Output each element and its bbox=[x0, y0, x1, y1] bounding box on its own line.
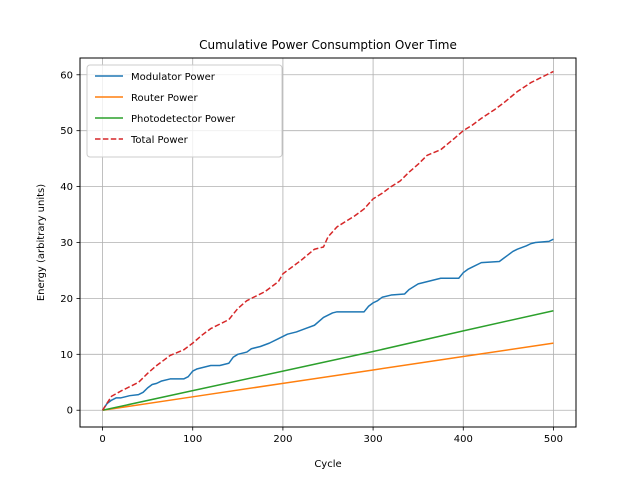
y-tick-label: 0 bbox=[67, 406, 73, 417]
x-tick-label: 0 bbox=[99, 434, 105, 445]
x-tick-label: 100 bbox=[183, 434, 202, 445]
legend: Modulator Power Router Power Photodetector… bbox=[86, 64, 283, 158]
y-tick-label: 30 bbox=[60, 238, 73, 249]
x-axis-title: Cycle bbox=[314, 459, 341, 470]
series-layer bbox=[101, 70, 554, 411]
legend-label-0: Modulator Power bbox=[131, 72, 216, 83]
series-line-2 bbox=[102, 309, 554, 411]
legend-label-2: Photodetector Power bbox=[131, 114, 236, 125]
legend-label-3: Total Power bbox=[130, 135, 189, 146]
y-tick-label: 20 bbox=[60, 294, 73, 305]
x-tick-label: 200 bbox=[273, 434, 292, 445]
y-axis-title: Energy (arbitrary units) bbox=[36, 184, 47, 301]
y-tick-label: 10 bbox=[60, 350, 73, 361]
legend-box bbox=[86, 64, 283, 158]
x-tick-label: 300 bbox=[364, 434, 383, 445]
series-line-0 bbox=[101, 238, 554, 411]
grid bbox=[80, 58, 576, 427]
series-line-1 bbox=[102, 342, 554, 411]
x-tick-label: 500 bbox=[544, 434, 563, 445]
y-tick-label: 60 bbox=[60, 70, 73, 81]
y-tick-label: 50 bbox=[60, 126, 73, 137]
chart-title: Cumulative Power Consumption Over Time bbox=[199, 38, 457, 52]
y-tick-label: 40 bbox=[60, 182, 73, 193]
ticks: 0 100 200 300 400 500 0 10 20 30 40 50 60 bbox=[60, 70, 563, 445]
series-line-3 bbox=[101, 70, 554, 411]
x-tick-label: 400 bbox=[454, 434, 473, 445]
legend-label-1: Router Power bbox=[131, 93, 198, 104]
